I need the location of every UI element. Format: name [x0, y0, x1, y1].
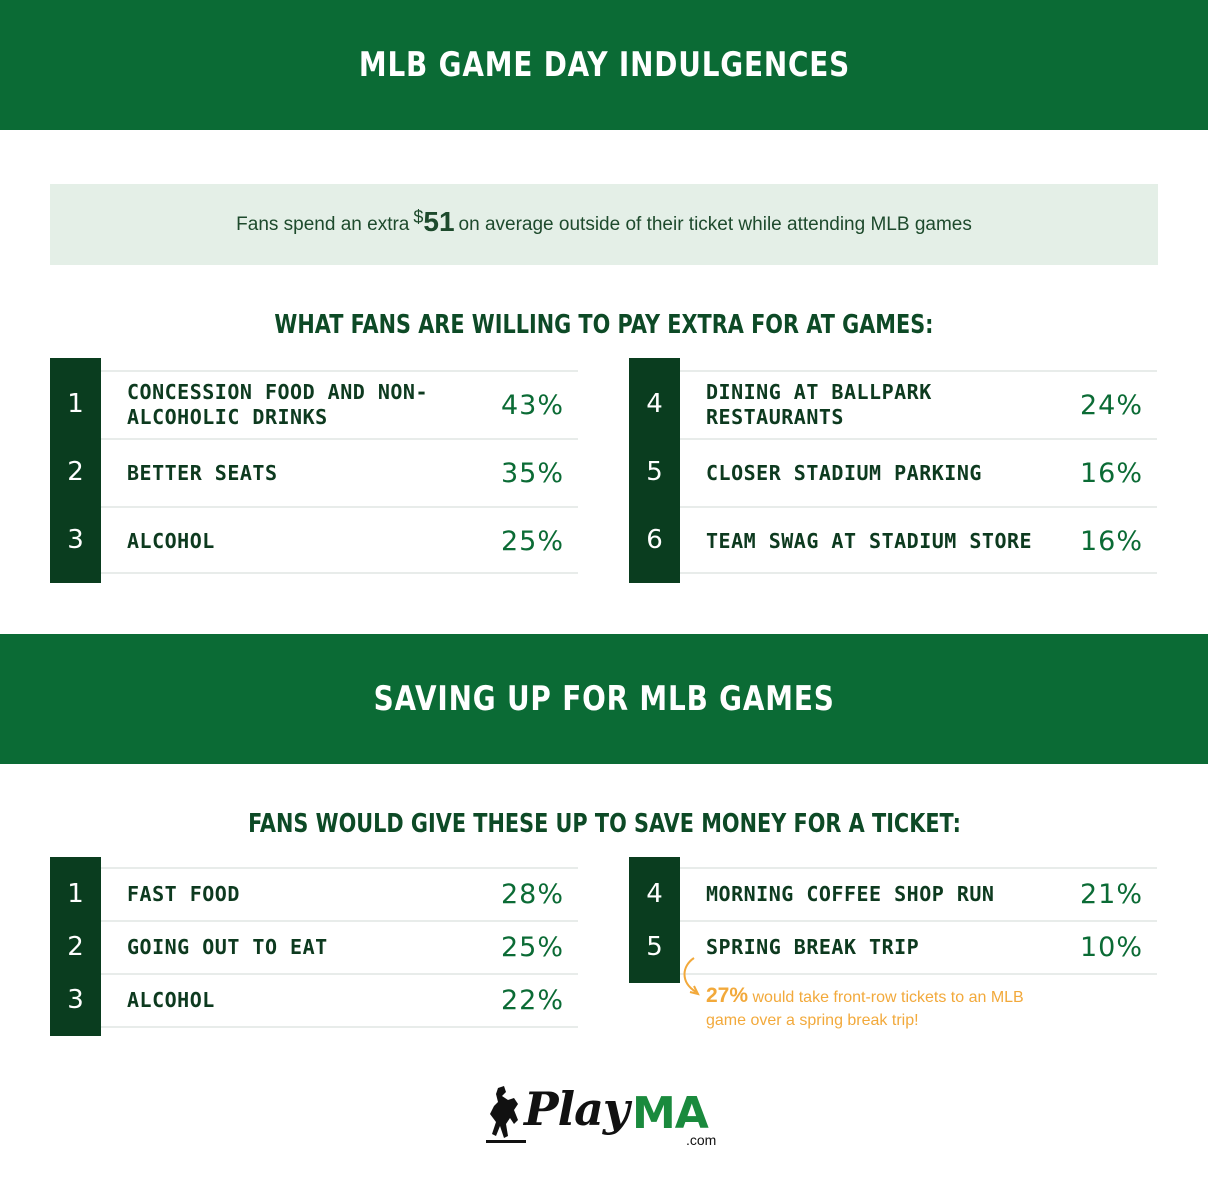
item-percent: 35%	[500, 457, 564, 489]
list-item: 4 MORNING COFFEE SHOP RUN 21%	[629, 867, 1157, 920]
item-body: SPRING BREAK TRIP 10%	[680, 920, 1157, 973]
item-label: ALCOHOL	[127, 528, 215, 553]
subhead-give-up: FANS WOULD GIVE THESE UP TO SAVE MONEY F…	[0, 809, 1208, 839]
item-label: ALCOHOL	[127, 988, 215, 1012]
rank-column	[50, 358, 101, 583]
section-title: SAVING UP FOR MLB GAMES	[373, 679, 835, 719]
subhead-text: FANS WOULD GIVE THESE UP TO SAVE MONEY F…	[247, 809, 961, 839]
rank-number: 4	[646, 878, 663, 909]
logo-suffix: .com	[686, 1132, 717, 1148]
list-item: 3 ALCOHOL 25%	[50, 506, 578, 574]
curved-arrow-icon	[683, 957, 700, 996]
section-banner-saving: SAVING UP FOR MLB GAMES	[0, 634, 1208, 764]
divider	[101, 1026, 578, 1028]
item-label: CONCESSION FOOD AND NON-ALCOHOLIC DRINKS	[127, 380, 428, 429]
item-label: BETTER SEATS	[127, 460, 278, 485]
item-label: MORNING COFFEE SHOP RUN	[706, 882, 995, 906]
callout-suffix: on average outside of their ticket while…	[458, 213, 972, 235]
item-percent: 43%	[500, 389, 564, 421]
item-percent: 25%	[500, 525, 564, 557]
item-percent: 16%	[1079, 457, 1143, 489]
item-label: SPRING BREAK TRIP	[706, 935, 920, 959]
item-percent: 10%	[1079, 932, 1143, 963]
spend-callout: Fans spend an extra $51 on average outsi…	[50, 184, 1158, 265]
item-body: ALCOHOL 22%	[101, 973, 578, 1026]
rank-number: 1	[67, 878, 84, 909]
list-item: 1 FAST FOOD 28%	[50, 867, 578, 920]
item-percent: 24%	[1079, 389, 1143, 421]
item-body: CONCESSION FOOD AND NON-ALCOHOLIC DRINKS…	[101, 370, 578, 438]
item-body: FAST FOOD 28%	[101, 867, 578, 920]
list-item: 6 TEAM SWAG AT STADIUM STORE 16%	[629, 506, 1157, 574]
divider	[101, 572, 578, 574]
rank-number: 5	[646, 457, 663, 487]
list-item: 5 CLOSER STADIUM PARKING 16%	[629, 438, 1157, 506]
pay-extra-list-right: 4 DINING AT BALLPARK RESTAURANTS 24% 5 C…	[629, 358, 1157, 583]
subhead-text: WHAT FANS ARE WILLING TO PAY EXTRA FOR A…	[274, 310, 934, 340]
logo-accent: MA	[632, 1088, 709, 1139]
item-body: CLOSER STADIUM PARKING 16%	[680, 438, 1157, 506]
section-banner-indulgences: MLB GAME DAY INDULGENCES	[0, 0, 1208, 130]
item-label: DINING AT BALLPARK RESTAURANTS	[706, 380, 932, 429]
item-label: FAST FOOD	[127, 882, 240, 906]
divider	[680, 572, 1157, 574]
list-item: 4 DINING AT BALLPARK RESTAURANTS 24%	[629, 370, 1157, 438]
logo-word: Play	[524, 1082, 630, 1136]
item-label: TEAM SWAG AT STADIUM STORE	[706, 528, 1033, 553]
rank-column	[629, 857, 680, 983]
item-body: TEAM SWAG AT STADIUM STORE 16%	[680, 506, 1157, 574]
rank-number: 5	[646, 931, 663, 962]
give-up-list-right: 4 MORNING COFFEE SHOP RUN 21% 5 SPRING B…	[629, 857, 1157, 983]
note-text: would take front-row tickets to an MLB g…	[706, 989, 1024, 1029]
callout-prefix: Fans spend an extra	[236, 213, 410, 235]
item-percent: 21%	[1079, 879, 1143, 910]
item-body: ALCOHOL 25%	[101, 506, 578, 574]
subhead-pay-extra: WHAT FANS ARE WILLING TO PAY EXTRA FOR A…	[0, 310, 1208, 340]
item-body: GOING OUT TO EAT 25%	[101, 920, 578, 973]
rank-number: 2	[67, 931, 84, 962]
item-label: GOING OUT TO EAT	[127, 935, 328, 959]
spring-break-note: 27% would take front-row tickets to an M…	[706, 984, 1046, 1032]
item-label: CLOSER STADIUM PARKING	[706, 460, 982, 485]
rank-number: 2	[67, 457, 84, 487]
item-body: BETTER SEATS 35%	[101, 438, 578, 506]
list-item: 3 ALCOHOL 22%	[50, 973, 578, 1026]
item-percent: 25%	[500, 932, 564, 963]
callout-amount-value: 51	[423, 205, 455, 237]
list-item: 5 SPRING BREAK TRIP 10%	[629, 920, 1157, 973]
list-item: 1 CONCESSION FOOD AND NON-ALCOHOLIC DRIN…	[50, 370, 578, 438]
rank-number: 3	[67, 984, 84, 1015]
divider	[680, 973, 1157, 975]
rank-column	[629, 358, 680, 583]
item-percent: 28%	[500, 879, 564, 910]
rank-column	[50, 857, 101, 1036]
item-percent: 16%	[1079, 525, 1143, 557]
logo: Play MA .com	[484, 1080, 734, 1150]
callout-amount: $51	[413, 206, 454, 238]
item-body: DINING AT BALLPARK RESTAURANTS 24%	[680, 370, 1157, 438]
list-item: 2 BETTER SEATS 35%	[50, 438, 578, 506]
give-up-list-left: 1 FAST FOOD 28% 2 GOING OUT TO EAT 25% 3…	[50, 857, 578, 1036]
section-title: MLB GAME DAY INDULGENCES	[358, 45, 850, 85]
rank-number: 3	[67, 525, 84, 555]
item-percent: 22%	[500, 985, 564, 1016]
list-item: 2 GOING OUT TO EAT 25%	[50, 920, 578, 973]
callout-currency: $	[413, 206, 424, 227]
rank-number: 6	[646, 525, 663, 555]
note-value: 27%	[706, 984, 749, 1007]
pay-extra-list-left: 1 CONCESSION FOOD AND NON-ALCOHOLIC DRIN…	[50, 358, 578, 583]
item-body: MORNING COFFEE SHOP RUN 21%	[680, 867, 1157, 920]
horse-rider-icon	[486, 1086, 526, 1143]
rank-number: 4	[646, 389, 663, 419]
rank-number: 1	[67, 389, 84, 419]
